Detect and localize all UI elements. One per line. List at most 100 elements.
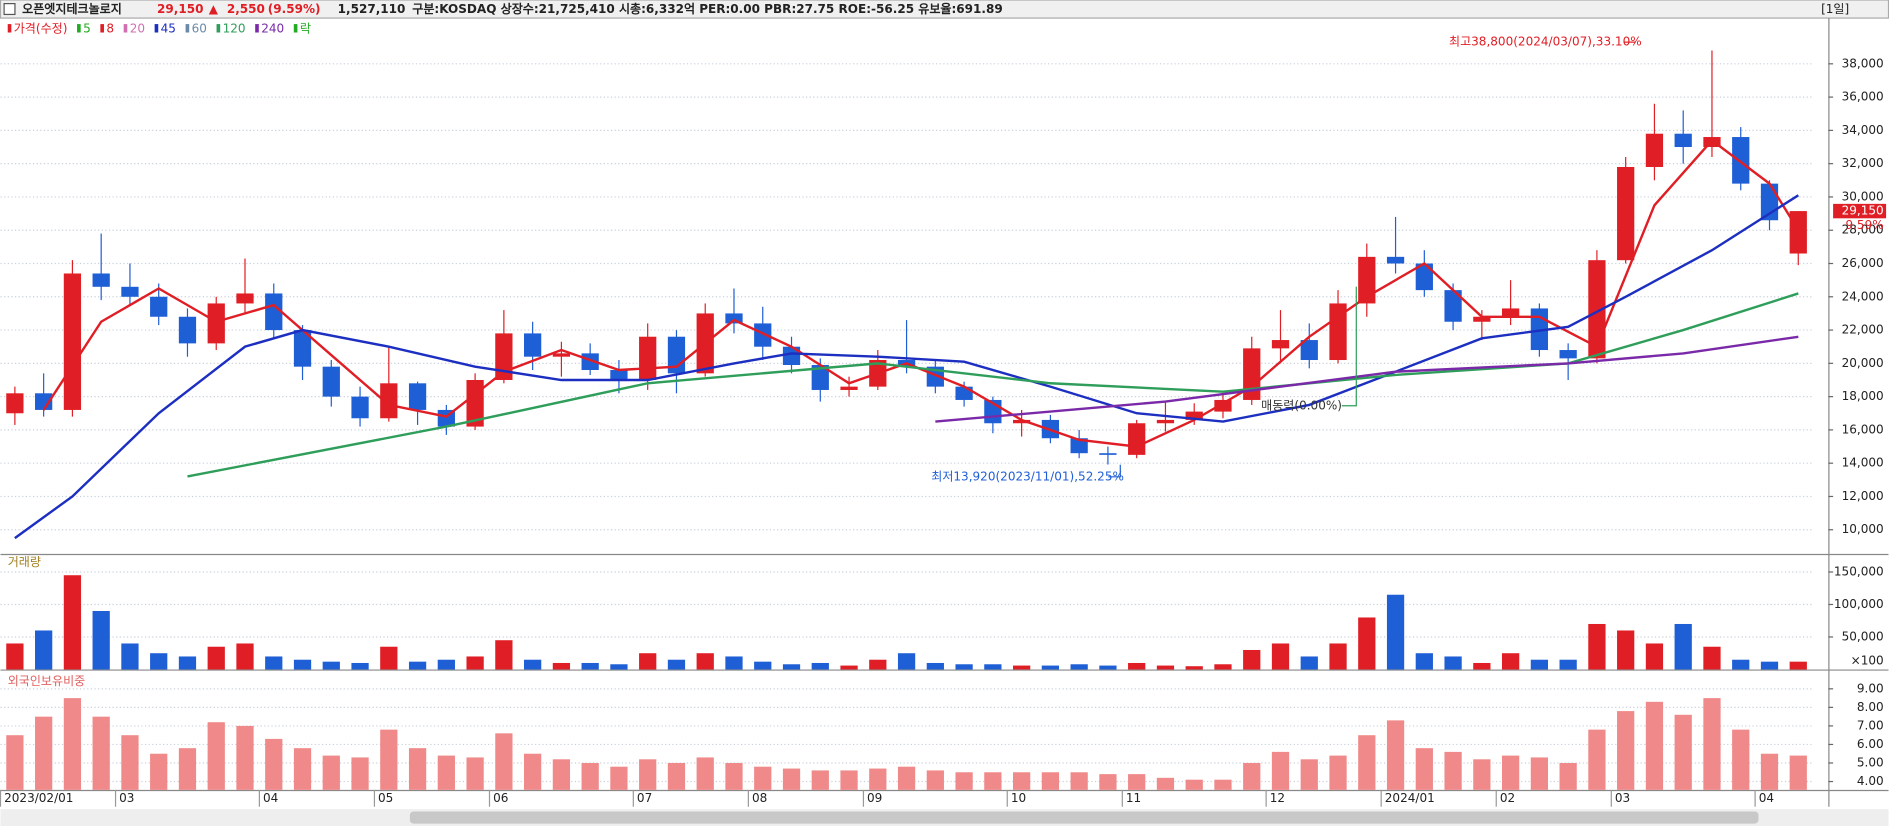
arrow: ▲ (209, 2, 219, 16)
candle-body (1473, 316, 1491, 322)
bar (1386, 720, 1405, 790)
bar (1156, 777, 1175, 790)
bar (610, 766, 628, 790)
bar (725, 762, 743, 790)
bar (293, 748, 312, 790)
candle-body (1386, 256, 1405, 264)
bar (696, 653, 714, 670)
legend-swatch (255, 24, 259, 33)
bar (1099, 774, 1117, 790)
bar (1329, 755, 1347, 790)
candle-body (1358, 256, 1376, 304)
bar (1559, 659, 1577, 670)
ma-line (42, 138, 1800, 448)
scroll-thumb[interactable] (409, 811, 1759, 824)
bar (926, 770, 944, 790)
x-tick-label: 04 (1759, 791, 1774, 805)
bar (869, 768, 887, 790)
bar (1501, 755, 1520, 790)
bar (610, 664, 628, 670)
bar (1732, 729, 1750, 790)
candle-body (236, 293, 254, 304)
bar (1559, 762, 1577, 790)
bar (1358, 617, 1376, 670)
legend-swatch (123, 24, 128, 33)
x-tick-label: 04 (263, 791, 278, 805)
y-tick-label: 26,000 (1842, 256, 1884, 270)
y-tick-label: 24,000 (1842, 289, 1884, 303)
candle-body (1329, 303, 1347, 361)
bar (1271, 643, 1290, 670)
candle-body (1559, 350, 1577, 359)
bar (1588, 729, 1606, 790)
bar (1645, 701, 1664, 790)
y-tick-label: 100,000 (1834, 597, 1884, 611)
bar (1530, 659, 1549, 670)
bar (639, 653, 657, 670)
candle-body (207, 303, 225, 344)
bar (1473, 662, 1491, 670)
max-annotation: 최고38,800(2024/03/07),33.10% (1449, 35, 1642, 49)
bar (1386, 594, 1405, 670)
annotation-arrow (1341, 286, 1357, 407)
bar (811, 770, 829, 790)
bar (1300, 759, 1318, 790)
bar (1703, 646, 1721, 670)
bar (1501, 653, 1520, 670)
bar (322, 661, 340, 670)
last-price-box (1833, 203, 1887, 219)
y-tick-label: 36,000 (1842, 90, 1884, 104)
x-tick-label: 12 (1270, 791, 1285, 805)
candle-body (495, 333, 513, 380)
unit-label: ×100 (1851, 654, 1884, 668)
bar (293, 659, 312, 670)
candle-body (1185, 411, 1203, 420)
bar (1674, 623, 1692, 670)
candle-body (150, 296, 168, 317)
bar (1271, 751, 1290, 790)
bar (351, 757, 369, 790)
bar (955, 664, 973, 670)
y-tick-label: 34,000 (1842, 123, 1884, 137)
bar (1214, 779, 1232, 790)
min-annotation: 최저13,920(2023/11/01),52.25% (931, 469, 1124, 483)
y-tick-label: 150,000 (1834, 564, 1884, 578)
legend-swatch (185, 24, 190, 33)
bar (1243, 649, 1261, 670)
x-tick-label: 08 (752, 791, 767, 805)
checkbox[interactable] (3, 3, 16, 16)
bar (121, 735, 139, 790)
bar (380, 729, 398, 790)
bar (351, 662, 369, 670)
y-tick-label: 22,000 (1842, 323, 1884, 337)
bar (1185, 779, 1203, 790)
bar (495, 733, 513, 790)
candle-body (1271, 340, 1290, 349)
candle-body (840, 386, 858, 390)
bar (696, 757, 714, 790)
period[interactable]: [1일] (1821, 2, 1849, 16)
bar (178, 748, 197, 790)
legend-label: 240 (261, 21, 284, 35)
bar (207, 722, 225, 790)
bar (811, 662, 829, 670)
bar (466, 757, 484, 790)
candle-body (1732, 137, 1750, 184)
bar (322, 755, 340, 790)
bar (1760, 753, 1779, 790)
bar (150, 653, 168, 670)
bar (35, 630, 53, 670)
bar (955, 772, 973, 790)
x-tick-label: 10 (1011, 791, 1026, 805)
bar (92, 610, 110, 670)
change-pct: (9.59%) (268, 2, 321, 16)
bar (552, 759, 571, 790)
bar (265, 656, 283, 670)
bar (1012, 772, 1031, 790)
bar (984, 664, 1002, 670)
volume: 1,527,110 (338, 2, 406, 16)
candle-body (1415, 263, 1433, 291)
pane-title: 외국인보유비중 (8, 674, 85, 688)
